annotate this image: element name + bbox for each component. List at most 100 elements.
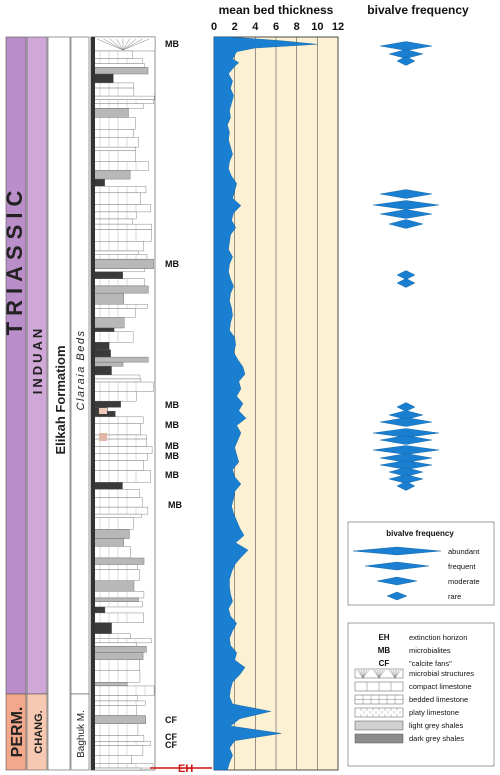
litho-fan-line — [122, 38, 143, 51]
legend-symbols-items: EH extinction horizon MB microbialites CF "ca… — [354, 633, 474, 744]
litho-bed — [90, 268, 145, 273]
litho-bed — [90, 285, 149, 294]
legend-swatch-line — [378, 669, 384, 679]
legend-swatch-line — [372, 669, 380, 679]
litho-bed — [90, 378, 142, 383]
legend-swatch-line — [374, 669, 380, 679]
legend-swatch-line — [394, 669, 402, 679]
legend-bivalve-items: abundant frequent moderate rare — [352, 546, 480, 601]
legend-swatch-line — [362, 669, 368, 679]
litho-bed — [90, 735, 145, 742]
legend-abbr-code: CF — [379, 659, 390, 668]
litho-fan-line — [122, 38, 130, 51]
litho-bed — [90, 642, 137, 647]
marker-label: CF — [165, 732, 177, 742]
legend-abbr-code: MB — [378, 646, 391, 655]
bivalve-diamond-frequent — [379, 460, 433, 470]
litho-bed — [90, 645, 147, 653]
litho-bed — [90, 117, 136, 130]
litho-bed — [90, 506, 149, 515]
litho-fan-line — [103, 38, 124, 51]
marker-label: MB — [165, 400, 179, 410]
legend-symbols: EH extinction horizon MB microbialites CF "ca… — [347, 622, 495, 767]
bivalve-diamond-rare — [396, 402, 416, 412]
x-tick-label: 0 — [211, 21, 217, 33]
litho-bed — [90, 633, 131, 639]
bivalve-diamond-rare — [396, 56, 416, 66]
legend-swatch-light — [354, 720, 404, 731]
legend-diamond-frequent — [364, 561, 430, 571]
litho-bed — [90, 723, 139, 736]
legend-pattern-label: compact limestone — [409, 682, 472, 691]
litho-bed — [90, 67, 149, 75]
legend-pattern-label: platy limestone — [409, 708, 459, 717]
litho-bed — [90, 416, 144, 424]
litho-bed — [90, 331, 134, 343]
litho-dark-strip — [91, 37, 95, 770]
marker-label: MB — [165, 470, 179, 480]
legend-bivalve-label: abundant — [448, 547, 480, 556]
thickness-chart-title: mean bed thickness — [219, 3, 334, 17]
litho-bed — [90, 612, 144, 623]
thickness-chart: mean bed thickness 0 2 4 6 8 10 12 — [211, 3, 344, 771]
litho-fan-line — [122, 38, 137, 51]
formation-column — [47, 36, 71, 771]
litho-bed — [90, 308, 136, 318]
bivalve-diamond-moderate — [388, 219, 424, 229]
system-label: TRIASSIC — [2, 185, 27, 336]
marker-label: MB — [165, 39, 179, 49]
litho-bed — [90, 103, 144, 109]
legend-diamond-moderate — [376, 576, 418, 586]
bivalve-diamond-rare — [396, 270, 416, 280]
bivalve-diamond-frequent — [379, 209, 433, 219]
litho-bed — [90, 63, 145, 68]
legend-diamond-abundant — [352, 546, 442, 556]
litho-bed — [90, 715, 146, 724]
litho-bed — [90, 304, 148, 309]
legend-swatch-line — [388, 669, 396, 679]
litho-fan-line — [96, 38, 124, 51]
legend-swatch-line — [378, 669, 382, 679]
litho-pink-bed — [99, 433, 107, 441]
legend-abbr-label: microbialites — [409, 646, 451, 655]
litho-bed — [90, 513, 142, 518]
litho-bed — [90, 241, 144, 252]
bivalve-diamond-abundant — [372, 428, 440, 438]
x-tick-label: 4 — [252, 21, 259, 33]
member-column — [70, 693, 90, 771]
legend-diamond-rare — [386, 591, 408, 601]
litho-bed — [90, 361, 124, 367]
litho-bed — [90, 695, 138, 702]
litho-bed — [90, 682, 128, 687]
legend-bivalve-box — [347, 521, 495, 606]
stage-lower-label: CHANG. — [33, 710, 45, 753]
litho-bed — [90, 446, 153, 454]
legend-bivalve-label: rare — [448, 592, 461, 601]
litho-bed — [90, 146, 136, 152]
bivalve-diamond-moderate — [388, 410, 424, 420]
marker-label: MB — [168, 500, 182, 510]
litho-bed — [90, 218, 133, 225]
legend-swatch-dark — [354, 733, 404, 744]
litho-bed — [90, 136, 139, 148]
litho-bed — [90, 161, 150, 171]
legend-swatch-line — [394, 669, 400, 679]
bivalve-chart-title: bivalve frequency — [367, 3, 469, 17]
bivalve-diamond-abundant — [372, 445, 440, 455]
formation-label: Elikah Formatiom — [53, 345, 68, 454]
litho-bed — [90, 129, 134, 138]
litho-bed — [90, 82, 134, 89]
marker-label: CF — [165, 715, 177, 725]
litho-bed — [90, 591, 145, 599]
litho-bed — [90, 58, 143, 64]
bivalve-diamond-frequent — [379, 435, 433, 445]
litho-bed — [90, 482, 123, 490]
legend-abbr-label: extinction horizon — [409, 633, 467, 642]
litho-bed — [90, 460, 144, 471]
x-tick-labels: 0 2 4 6 8 10 12 — [211, 21, 344, 33]
litho-bed — [90, 705, 137, 716]
litho-bed — [90, 745, 144, 756]
litho-bed — [90, 557, 145, 565]
litho-bed — [90, 95, 155, 100]
litho-bed — [90, 254, 148, 260]
